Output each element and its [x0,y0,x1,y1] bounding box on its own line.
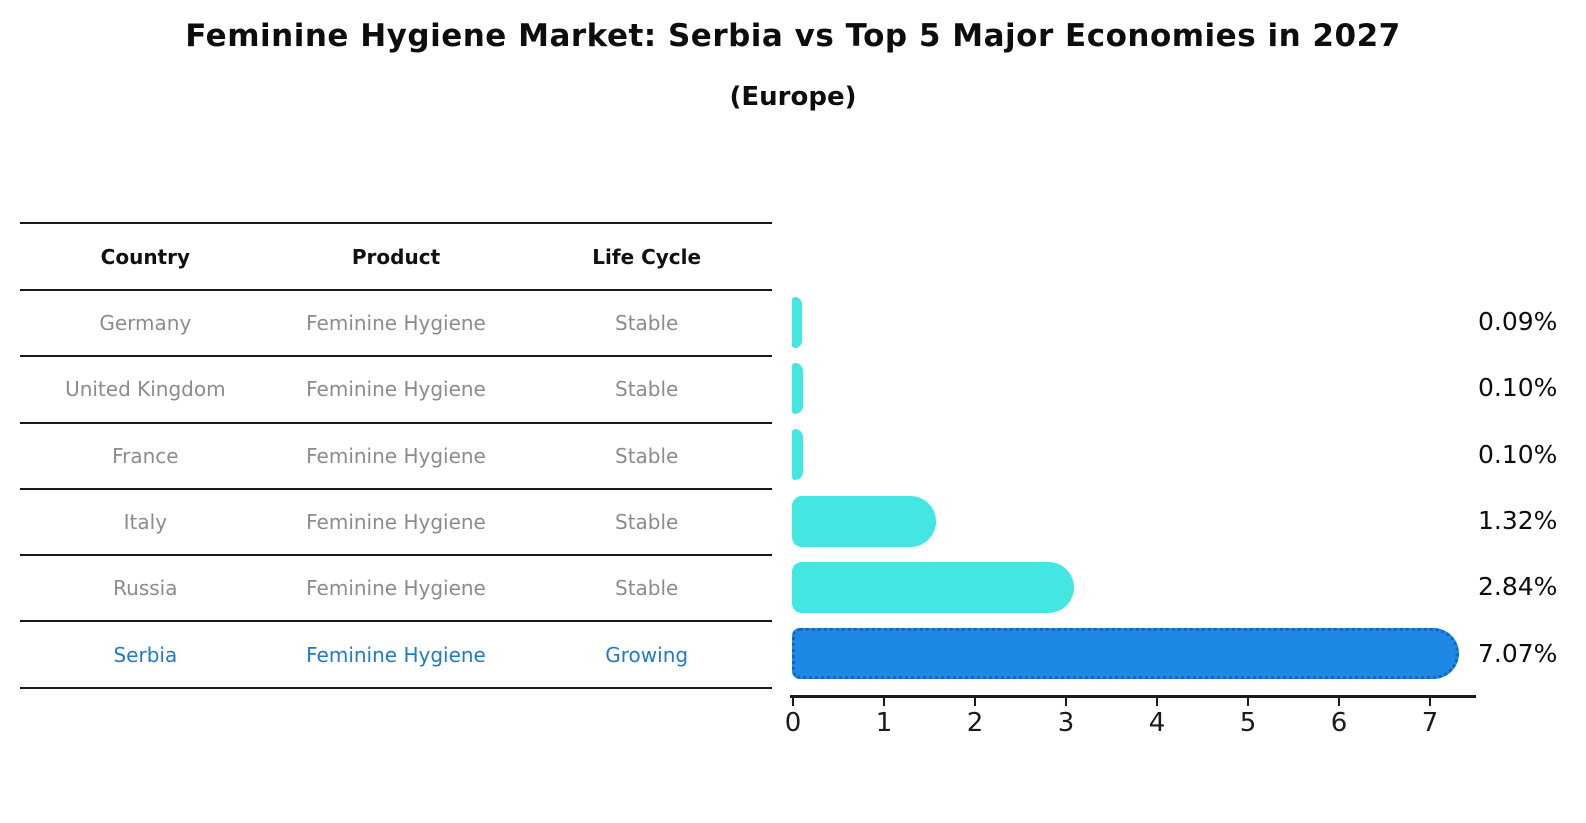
cell-country: Russia [113,576,178,601]
table-header-row: Country Product Life Cycle [20,222,772,291]
table-row: Germany Feminine Hygiene Stable [20,291,772,358]
x-axis-tick [1065,697,1067,706]
value-label: 0.10% [1478,373,1558,403]
chart-subtitle: (Europe) [729,82,857,112]
table-row: Russia Feminine Hygiene Stable [20,556,772,623]
x-axis-tick-label: 5 [1239,708,1257,738]
column-header-product: Product [351,244,441,269]
bar-united-kingdom [792,362,804,414]
cell-product: Feminine Hygiene [306,510,486,535]
cell-life-cycle: Growing [605,642,689,667]
bar-italy [792,495,937,547]
x-axis-tick [1247,697,1249,706]
bar-chart [792,289,1492,687]
cell-product: Feminine Hygiene [306,377,486,402]
table-row: Italy Feminine Hygiene Stable [20,490,772,557]
country-table: Country Product Life Cycle Germany Femini… [20,222,772,689]
cell-country: Serbia [113,642,178,667]
cell-country: Germany [99,311,192,336]
x-axis-tick-label: 7 [1421,708,1439,738]
bar-highlight-serbia [792,628,1460,680]
value-label: 0.10% [1478,439,1558,469]
table-body: Germany Feminine Hygiene Stable United King… [20,291,772,689]
cell-life-cycle: Stable [615,311,679,336]
x-axis-tick-label: 1 [875,708,893,738]
x-axis-tick [1429,697,1431,706]
x-axis-tick [1156,697,1158,706]
x-axis-tick-label: 2 [966,708,984,738]
bar-row [792,289,1492,355]
bar-germany [792,296,803,348]
cell-country: United Kingdom [65,377,226,402]
column-header-country: Country [100,244,191,269]
cell-product: Feminine Hygiene [306,311,486,336]
x-axis-tick-label: 6 [1330,708,1348,738]
value-label: 1.32% [1478,506,1558,536]
x-axis-tick [1338,697,1340,706]
value-label: 7.07% [1478,638,1558,668]
x-axis-tick [974,697,976,706]
table-row: France Feminine Hygiene Stable [20,424,772,490]
cell-life-cycle: Stable [615,443,679,468]
bar-row [792,554,1492,620]
x-axis-tick-label: 3 [1057,708,1075,738]
cell-life-cycle: Stable [615,377,679,402]
bar-row [792,422,1492,488]
value-label: 2.84% [1478,572,1558,602]
x-axis-tick [792,697,794,706]
cell-country: Italy [123,510,168,535]
x-axis-tick-label: 0 [784,708,802,738]
bar-row [792,488,1492,554]
cell-life-cycle: Stable [615,576,679,601]
x-axis-tick-label: 4 [1148,708,1166,738]
bar-row [792,621,1492,687]
cell-product: Feminine Hygiene [306,576,486,601]
value-label: 0.09% [1478,307,1558,337]
cell-life-cycle: Stable [615,510,679,535]
table-row: United Kingdom Feminine Hygiene Stable [20,357,772,424]
cell-country: France [112,443,179,468]
chart-title: Feminine Hygiene Market: Serbia vs Top 5… [185,18,1401,54]
x-axis-line [790,695,1476,698]
bar-row [792,355,1492,421]
cell-product: Feminine Hygiene [306,642,486,667]
column-header-life-cycle: Life Cycle [592,244,702,269]
table-row: Serbia Feminine Hygiene Growing [20,622,772,689]
bar-russia [792,561,1075,613]
cell-product: Feminine Hygiene [306,443,486,468]
x-axis-tick [883,697,885,706]
bar-france [792,429,804,481]
